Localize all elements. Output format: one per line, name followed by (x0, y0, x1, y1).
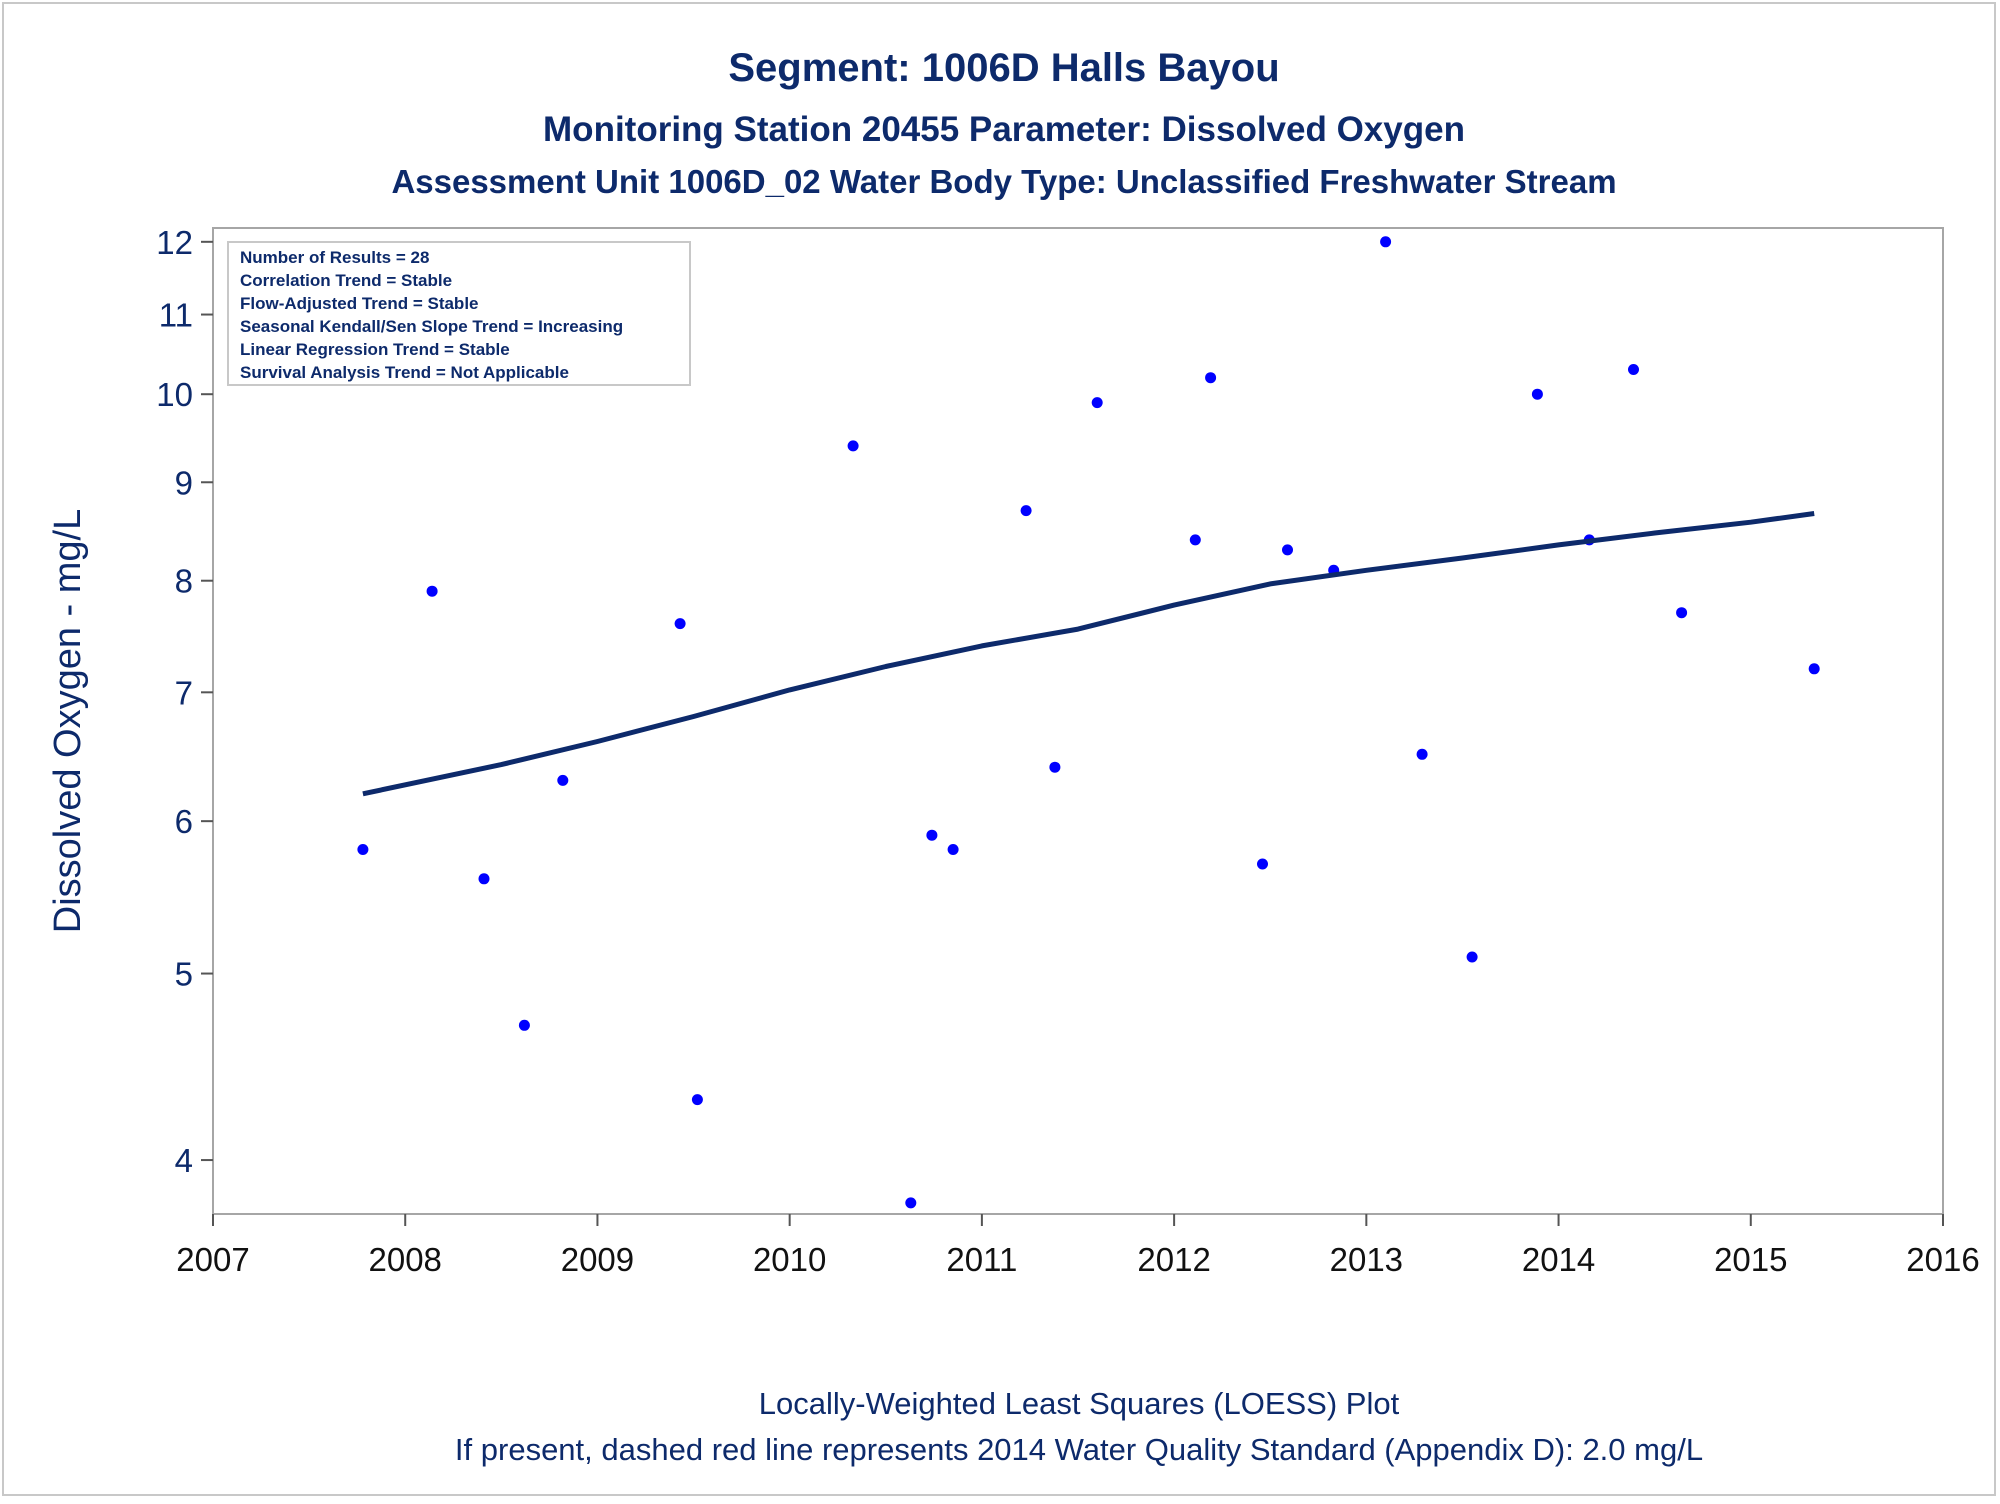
plot-area (212, 227, 1944, 1215)
data-point (557, 774, 569, 786)
data-point (926, 829, 938, 841)
data-point (1466, 951, 1478, 963)
stats-box: Number of Results = 28 Correlation Trend… (227, 241, 691, 386)
x-tick-label: 2011 (946, 1241, 1017, 1278)
y-tick-label: 12 (156, 224, 193, 261)
x-tick-label: 2014 (1522, 1241, 1595, 1278)
data-point (1049, 761, 1061, 773)
plot-marks (357, 236, 1820, 1209)
data-point (1531, 388, 1543, 400)
x-tick-label: 2008 (369, 1241, 442, 1278)
data-point (518, 1019, 530, 1031)
y-tick-label: 7 (175, 674, 193, 711)
data-point (478, 873, 490, 885)
data-point (1257, 858, 1268, 870)
data-point (1205, 372, 1217, 384)
data-point (1416, 748, 1428, 760)
stats-line: Linear Regression Trend = Stable (240, 340, 510, 359)
chart-subtitle: Monitoring Station 20455 Parameter: Diss… (543, 110, 1465, 149)
chart-subtitle-2: Assessment Unit 1006D_02 Water Body Type… (391, 163, 1616, 200)
y-tick-label: 5 (175, 956, 193, 993)
x-tick-label: 2015 (1714, 1241, 1787, 1278)
data-point (691, 1094, 703, 1106)
x-tick-label: 2012 (1137, 1241, 1210, 1278)
data-point (847, 440, 859, 452)
stats-line: Survival Analysis Trend = Not Applicable (240, 363, 569, 382)
data-point (1189, 534, 1201, 546)
y-tick-label: 4 (175, 1142, 193, 1179)
stats-line: Correlation Trend = Stable (240, 271, 452, 290)
chart-title: Segment: 1006D Halls Bayou (728, 46, 1279, 90)
data-point (1628, 364, 1639, 375)
data-point (1282, 544, 1293, 556)
x-tick-label: 2013 (1330, 1241, 1403, 1278)
data-point (1808, 663, 1820, 675)
chart-svg: Segment: 1006D Halls Bayou Monitoring St… (47, 46, 1980, 1467)
y-axis-label: Dissolved Oxygen - mg/L (47, 509, 89, 934)
x-tick-label: 2016 (1906, 1241, 1979, 1278)
data-point (426, 585, 438, 597)
x-axis: 2007 2008 2009 2010 2011 2012 2013 2014 2015 2016 (176, 1214, 1980, 1278)
data-point (905, 1197, 917, 1209)
data-point (1676, 607, 1688, 619)
footnote-standard: If present, dashed red line represents 2… (455, 1432, 1703, 1467)
data-point (1020, 505, 1032, 517)
data-point (1380, 236, 1392, 248)
y-tick-label: 6 (175, 803, 193, 840)
y-axis: 4 5 6 7 8 9 10 11 12 (156, 224, 213, 1179)
x-tick-label: 2009 (561, 1241, 634, 1278)
stats-box-border (227, 241, 691, 386)
data-point (674, 618, 686, 630)
data-point (1091, 397, 1103, 409)
x-tick-label: 2010 (753, 1241, 826, 1278)
y-tick-label: 9 (175, 464, 193, 501)
y-tick-label: 11 (159, 297, 193, 334)
x-tick-label: 2007 (176, 1241, 249, 1278)
stats-line: Seasonal Kendall/Sen Slope Trend = Incre… (240, 317, 623, 336)
footnote-loess: Locally-Weighted Least Squares (LOESS) P… (759, 1386, 1400, 1421)
data-point (947, 844, 959, 855)
stats-line: Number of Results = 28 (240, 248, 429, 267)
loess-line (362, 511, 1815, 797)
y-tick-label: 8 (175, 563, 193, 600)
y-tick-label: 10 (156, 376, 193, 413)
stats-line: Flow-Adjusted Trend = Stable (240, 294, 479, 313)
data-point (357, 844, 369, 855)
